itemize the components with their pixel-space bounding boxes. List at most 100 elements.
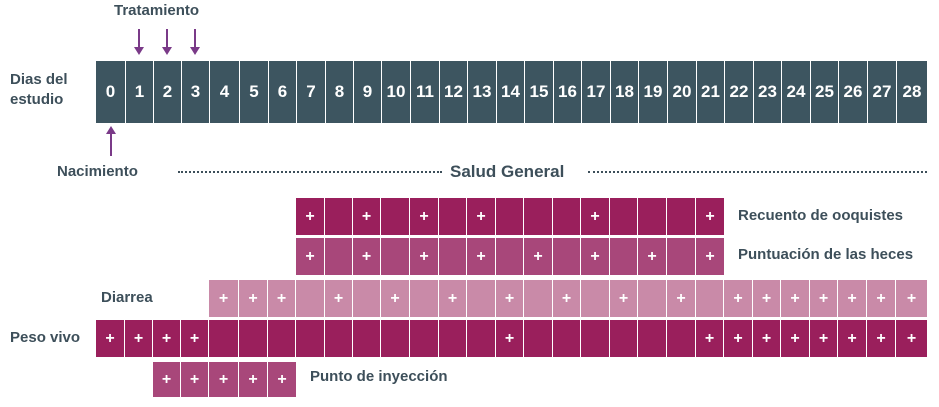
treatment-arrow-head bbox=[134, 47, 144, 55]
measurement-mark: + bbox=[810, 280, 838, 317]
measurement-mark: + bbox=[381, 280, 410, 317]
day-cell: 21 bbox=[696, 61, 724, 123]
measurement-mark: + bbox=[268, 280, 296, 317]
row-cell bbox=[610, 238, 638, 275]
treatment-arrow-head bbox=[162, 47, 172, 55]
row-cell bbox=[524, 280, 553, 317]
measurement-mark: + bbox=[325, 280, 353, 317]
row-cell bbox=[638, 320, 667, 357]
row-cell bbox=[581, 280, 610, 317]
measurement-mark: + bbox=[496, 320, 524, 357]
row-cell bbox=[296, 320, 325, 357]
row-cell bbox=[325, 198, 353, 235]
row-cell bbox=[325, 238, 353, 275]
row-cell bbox=[610, 198, 638, 235]
day-cell: 19 bbox=[638, 61, 667, 123]
measurement-mark: + bbox=[296, 238, 325, 275]
measurement-mark: + bbox=[724, 320, 753, 357]
assessment-row-oocyst: + + + + + + bbox=[296, 198, 724, 235]
row-label-weight: Peso vivo bbox=[10, 329, 81, 346]
measurement-mark: + bbox=[724, 280, 753, 317]
measurement-mark: + bbox=[410, 198, 439, 235]
measurement-mark: + bbox=[781, 320, 810, 357]
row-cell bbox=[209, 320, 239, 357]
row-cell bbox=[353, 320, 381, 357]
row-cell bbox=[439, 198, 467, 235]
day-cell: 2 bbox=[153, 61, 181, 123]
row-cell bbox=[381, 198, 410, 235]
day-cell: 11 bbox=[410, 61, 439, 123]
day-cell: 18 bbox=[610, 61, 638, 123]
row-cell bbox=[439, 238, 467, 275]
measurement-mark: + bbox=[696, 238, 724, 275]
measurement-mark: + bbox=[753, 320, 781, 357]
day-cell: 28 bbox=[896, 61, 927, 123]
treatment-label: Tratamiento bbox=[114, 2, 200, 19]
measurement-mark: + bbox=[781, 280, 810, 317]
day-cell: 24 bbox=[781, 61, 810, 123]
measurement-mark: + bbox=[496, 280, 524, 317]
row-cell bbox=[638, 280, 667, 317]
day-cell: 6 bbox=[268, 61, 296, 123]
row-cell bbox=[553, 198, 581, 235]
row-cell bbox=[524, 320, 553, 357]
measurement-mark: + bbox=[467, 198, 496, 235]
measurement-mark: + bbox=[439, 280, 467, 317]
day-cell: 16 bbox=[553, 61, 581, 123]
row-label-feces: Puntuación de las heces bbox=[738, 246, 914, 263]
measurement-mark: + bbox=[239, 362, 268, 397]
day-cell: 20 bbox=[667, 61, 696, 123]
row-cell bbox=[553, 238, 581, 275]
measurement-mark: + bbox=[239, 280, 268, 317]
study-days-label: Dias del estudio bbox=[10, 71, 68, 108]
day-cell: 4 bbox=[209, 61, 239, 123]
row-cell bbox=[667, 238, 696, 275]
row-cell bbox=[581, 320, 610, 357]
measurement-mark: + bbox=[696, 198, 724, 235]
general-health-label: Salud General bbox=[450, 162, 565, 181]
measurement-mark: + bbox=[581, 198, 610, 235]
day-cell: 26 bbox=[838, 61, 867, 123]
day-cell: 15 bbox=[524, 61, 553, 123]
measurement-mark: + bbox=[867, 320, 896, 357]
general-health-line-left bbox=[178, 171, 442, 173]
row-cell bbox=[667, 198, 696, 235]
measurement-mark: + bbox=[810, 320, 838, 357]
measurement-mark: + bbox=[638, 238, 667, 275]
day-cell: 3 bbox=[181, 61, 209, 123]
row-cell bbox=[353, 280, 381, 317]
measurement-mark: + bbox=[209, 280, 239, 317]
measurement-mark: + bbox=[410, 238, 439, 275]
row-label-injection: Punto de inyección bbox=[310, 368, 448, 385]
measurement-mark: + bbox=[696, 320, 724, 357]
treatment-arrow bbox=[138, 29, 140, 48]
day-cell: 10 bbox=[381, 61, 410, 123]
row-cell bbox=[239, 320, 268, 357]
day-cell: 22 bbox=[724, 61, 753, 123]
measurement-mark: + bbox=[353, 238, 381, 275]
day-cell: 5 bbox=[239, 61, 268, 123]
measurement-mark: + bbox=[467, 238, 496, 275]
row-cell bbox=[381, 238, 410, 275]
day-cell: 17 bbox=[581, 61, 610, 123]
day-cell: 0 bbox=[105, 82, 116, 101]
treatment-arrow bbox=[194, 29, 196, 48]
day-cell: 23 bbox=[753, 61, 781, 123]
row-cell bbox=[638, 198, 667, 235]
day-cell: 7 bbox=[296, 61, 325, 123]
measurement-mark: + bbox=[896, 320, 927, 357]
day-cell: 27 bbox=[867, 61, 896, 123]
treatment-arrow bbox=[166, 29, 168, 48]
row-label-diarrhea: Diarrea bbox=[101, 289, 153, 306]
row-cell bbox=[410, 320, 439, 357]
row-label-oocyst: Recuento de ooquistes bbox=[738, 207, 904, 224]
row-cell bbox=[439, 320, 467, 357]
measurement-mark: + bbox=[153, 362, 181, 397]
assessment-row-diarrhea: + + + + + + + + + + + + + + + + + bbox=[209, 280, 927, 317]
measurement-mark: + bbox=[181, 320, 209, 357]
row-cell bbox=[325, 320, 353, 357]
assessment-row-injection: + + + + + bbox=[153, 362, 296, 397]
day-cell: 8 bbox=[325, 61, 353, 123]
measurement-mark: + bbox=[181, 362, 209, 397]
measurement-mark: + bbox=[867, 280, 896, 317]
